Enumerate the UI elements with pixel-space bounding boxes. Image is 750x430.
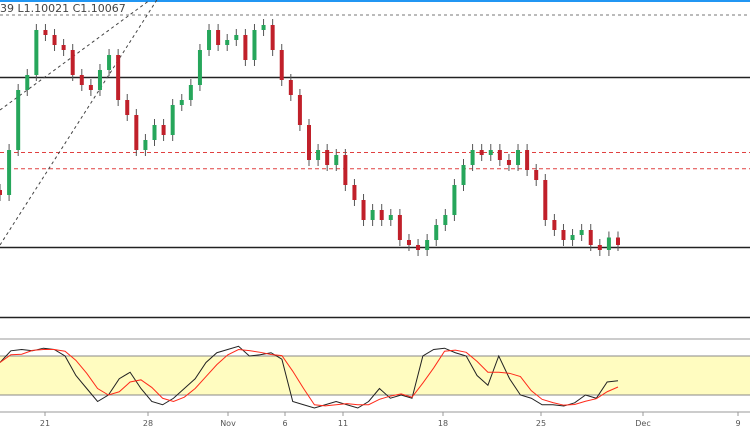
candle: [397, 215, 402, 240]
candle: [616, 237, 620, 245]
x-tick-label: 18: [438, 419, 448, 428]
candle: [525, 150, 530, 170]
candle: [97, 70, 102, 90]
x-tick-label: 11: [338, 419, 348, 428]
candle: [452, 185, 457, 215]
candle: [343, 155, 348, 185]
candle: [252, 30, 257, 60]
candle: [234, 35, 239, 40]
candle: [406, 240, 411, 245]
candle: [52, 35, 57, 45]
candle: [288, 80, 293, 95]
candle: [597, 245, 602, 250]
stoch-k-line: [0, 345, 619, 409]
candle: [588, 230, 593, 245]
ohlc-readout: 39 L1.10021 C1.10067: [0, 2, 126, 15]
candle: [225, 40, 230, 45]
candle: [0, 190, 2, 195]
candle: [443, 215, 448, 225]
candle: [479, 150, 484, 155]
candle: [534, 170, 539, 180]
candle: [361, 200, 366, 220]
candle: [552, 220, 557, 230]
candle: [497, 150, 502, 160]
x-tick-label: 21: [40, 419, 50, 428]
candle: [207, 30, 212, 50]
x-tick-label: Nov: [220, 419, 236, 428]
candle: [107, 55, 112, 70]
candle: [7, 150, 12, 195]
candle: [179, 100, 184, 105]
candle: [379, 210, 384, 220]
candle: [461, 165, 466, 185]
candle: [16, 90, 21, 150]
candle: [161, 125, 166, 135]
candle: [88, 85, 93, 90]
candle: [152, 125, 157, 140]
candle: [579, 230, 584, 235]
candle: [270, 25, 275, 50]
candle: [34, 30, 39, 75]
x-tick-label: 9: [735, 419, 740, 428]
candle: [370, 210, 375, 220]
candle: [316, 150, 321, 160]
candle: [434, 225, 439, 240]
x-tick-label: Dec: [635, 419, 650, 428]
x-tick-label: 6: [282, 419, 287, 428]
candle: [197, 50, 202, 85]
stoch-d-line: [0, 348, 619, 407]
candle: [488, 150, 493, 155]
candle: [543, 180, 548, 220]
candle: [352, 185, 357, 200]
candle: [143, 140, 148, 150]
candle: [170, 105, 175, 135]
candle: [606, 237, 611, 250]
candle: [506, 160, 511, 165]
candle: [116, 55, 121, 100]
candle: [279, 50, 284, 80]
candle: [297, 95, 302, 125]
candle: [70, 50, 75, 75]
x-tick-label: 28: [143, 419, 153, 428]
candle: [516, 150, 521, 165]
candle: [470, 150, 475, 165]
candle: [416, 245, 421, 250]
candle: [61, 45, 66, 50]
candle: [307, 125, 311, 160]
candle: [570, 235, 575, 240]
candle: [561, 230, 566, 240]
candle: [79, 75, 84, 85]
candle: [325, 150, 330, 165]
trend-channel-line: [0, 0, 158, 246]
candle: [125, 100, 130, 115]
trend-channel-line: [0, 0, 151, 111]
candle: [425, 240, 430, 250]
candle: [388, 215, 393, 220]
candle: [134, 115, 139, 150]
candle: [261, 25, 266, 30]
candle: [334, 155, 339, 165]
candle: [25, 75, 30, 90]
candle: [216, 30, 221, 45]
candle: [243, 35, 248, 60]
candle: [188, 85, 193, 100]
candle: [43, 30, 48, 35]
x-tick-label: 25: [536, 419, 546, 428]
